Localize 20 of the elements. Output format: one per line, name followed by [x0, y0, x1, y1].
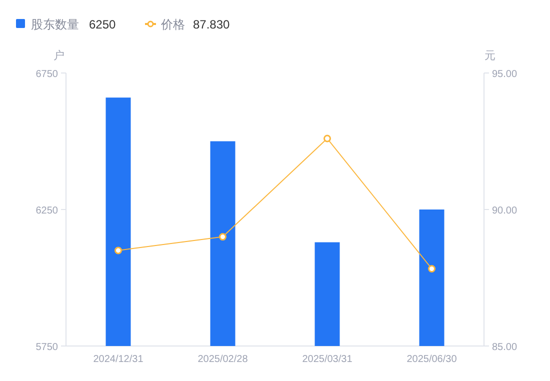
point	[114, 246, 122, 254]
x-tick-label: 2025/06/30	[406, 354, 458, 365]
y-tick-label: 6250	[36, 206, 58, 216]
x-tick-label: 2025/02/28	[198, 354, 248, 365]
x-tick-label: 2025/03/31	[302, 354, 353, 365]
point	[324, 134, 331, 142]
y2-tick-label: 95.00	[492, 69, 518, 80]
point	[219, 233, 226, 241]
y-tick-label: 6750	[36, 69, 58, 80]
y-tick-label: 5750	[36, 342, 58, 353]
text: 6250	[89, 18, 116, 32]
y2-tick-label: 90.00	[492, 206, 518, 216]
x-tick-label: 2024/12/31	[93, 354, 144, 365]
legend-label: 股东数量	[31, 18, 79, 32]
y2-axis-title: 元	[484, 50, 496, 62]
legend-label: 价格	[160, 18, 185, 32]
text: 87.830	[193, 18, 230, 32]
point	[428, 264, 436, 272]
y-axis-title: 户	[54, 49, 64, 62]
y2-tick-label: 85.00	[492, 342, 518, 353]
